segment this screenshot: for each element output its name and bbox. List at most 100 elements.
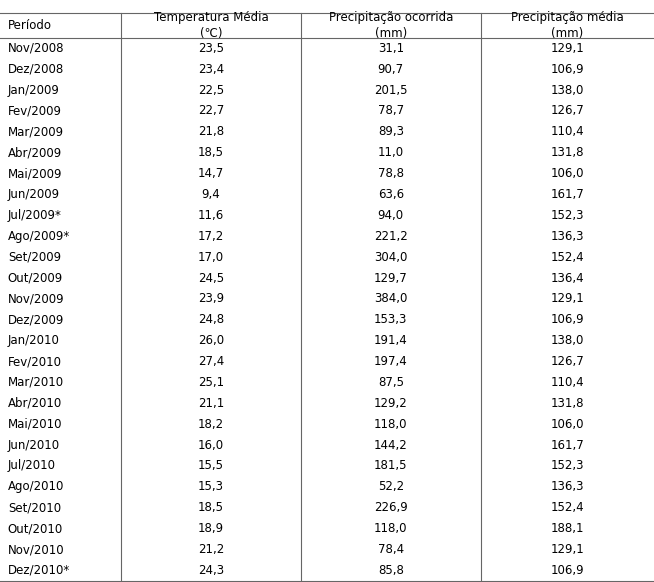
Text: 18,5: 18,5 <box>198 501 224 514</box>
Text: Out/2009: Out/2009 <box>8 272 63 285</box>
Text: Mai/2009: Mai/2009 <box>8 167 62 180</box>
Text: 153,3: 153,3 <box>374 313 407 327</box>
Text: 78,4: 78,4 <box>378 543 404 556</box>
Text: Jul/2010: Jul/2010 <box>8 459 56 473</box>
Text: 126,7: 126,7 <box>551 104 584 118</box>
Text: 129,1: 129,1 <box>551 42 584 55</box>
Text: 131,8: 131,8 <box>551 146 584 159</box>
Text: 131,8: 131,8 <box>551 397 584 410</box>
Text: 18,5: 18,5 <box>198 146 224 159</box>
Text: Nov/2009: Nov/2009 <box>8 292 65 306</box>
Text: 191,4: 191,4 <box>374 334 407 347</box>
Text: 17,0: 17,0 <box>198 251 224 264</box>
Text: 201,5: 201,5 <box>374 84 407 97</box>
Text: 152,4: 152,4 <box>551 251 584 264</box>
Text: 136,4: 136,4 <box>551 272 584 285</box>
Text: 129,1: 129,1 <box>551 543 584 556</box>
Text: 9,4: 9,4 <box>201 188 220 201</box>
Text: 118,0: 118,0 <box>374 522 407 535</box>
Text: 63,6: 63,6 <box>378 188 404 201</box>
Text: Mai/2010: Mai/2010 <box>8 418 62 431</box>
Text: 23,5: 23,5 <box>198 42 224 55</box>
Text: 24,3: 24,3 <box>198 564 224 577</box>
Text: 16,0: 16,0 <box>198 439 224 452</box>
Text: 106,9: 106,9 <box>551 313 584 327</box>
Text: 138,0: 138,0 <box>551 334 584 347</box>
Text: 129,2: 129,2 <box>374 397 407 410</box>
Text: 15,3: 15,3 <box>198 480 224 494</box>
Text: Temperatura Média
(℃): Temperatura Média (℃) <box>154 11 268 40</box>
Text: Fev/2009: Fev/2009 <box>8 104 62 118</box>
Text: Ago/2009*: Ago/2009* <box>8 230 70 243</box>
Text: Período: Período <box>8 19 52 32</box>
Text: 17,2: 17,2 <box>198 230 224 243</box>
Text: 138,0: 138,0 <box>551 84 584 97</box>
Text: 26,0: 26,0 <box>198 334 224 347</box>
Text: Out/2010: Out/2010 <box>8 522 63 535</box>
Text: 118,0: 118,0 <box>374 418 407 431</box>
Text: 129,1: 129,1 <box>551 292 584 306</box>
Text: 110,4: 110,4 <box>551 125 584 139</box>
Text: 89,3: 89,3 <box>378 125 404 139</box>
Text: Mar/2010: Mar/2010 <box>8 376 64 389</box>
Text: 25,1: 25,1 <box>198 376 224 389</box>
Text: Precipitação ocorrida
(mm): Precipitação ocorrida (mm) <box>328 11 453 40</box>
Text: Dez/2009: Dez/2009 <box>8 313 64 327</box>
Text: 161,7: 161,7 <box>551 188 584 201</box>
Text: 23,9: 23,9 <box>198 292 224 306</box>
Text: 384,0: 384,0 <box>374 292 407 306</box>
Text: 18,9: 18,9 <box>198 522 224 535</box>
Text: 78,7: 78,7 <box>378 104 404 118</box>
Text: 110,4: 110,4 <box>551 376 584 389</box>
Text: 78,8: 78,8 <box>378 167 404 180</box>
Text: 106,9: 106,9 <box>551 63 584 76</box>
Text: Jan/2009: Jan/2009 <box>8 84 60 97</box>
Text: 94,0: 94,0 <box>378 209 404 222</box>
Text: 152,4: 152,4 <box>551 501 584 514</box>
Text: 126,7: 126,7 <box>551 355 584 368</box>
Text: 106,9: 106,9 <box>551 564 584 577</box>
Text: 31,1: 31,1 <box>378 42 404 55</box>
Text: Jun/2009: Jun/2009 <box>8 188 60 201</box>
Text: 27,4: 27,4 <box>198 355 224 368</box>
Text: 181,5: 181,5 <box>374 459 407 473</box>
Text: 23,4: 23,4 <box>198 63 224 76</box>
Text: 18,2: 18,2 <box>198 418 224 431</box>
Text: 11,6: 11,6 <box>198 209 224 222</box>
Text: 188,1: 188,1 <box>551 522 584 535</box>
Text: Fev/2010: Fev/2010 <box>8 355 62 368</box>
Text: 24,5: 24,5 <box>198 272 224 285</box>
Text: 106,0: 106,0 <box>551 167 584 180</box>
Text: Dez/2008: Dez/2008 <box>8 63 64 76</box>
Text: Jan/2010: Jan/2010 <box>8 334 60 347</box>
Text: 11,0: 11,0 <box>378 146 404 159</box>
Text: 226,9: 226,9 <box>374 501 407 514</box>
Text: Dez/2010*: Dez/2010* <box>8 564 70 577</box>
Text: Set/2009: Set/2009 <box>8 251 61 264</box>
Text: 21,2: 21,2 <box>198 543 224 556</box>
Text: Abr/2010: Abr/2010 <box>8 397 62 410</box>
Text: 90,7: 90,7 <box>378 63 404 76</box>
Text: 14,7: 14,7 <box>198 167 224 180</box>
Text: 136,3: 136,3 <box>551 480 584 494</box>
Text: 21,1: 21,1 <box>198 397 224 410</box>
Text: Ago/2010: Ago/2010 <box>8 480 64 494</box>
Text: 24,8: 24,8 <box>198 313 224 327</box>
Text: 106,0: 106,0 <box>551 418 584 431</box>
Text: 161,7: 161,7 <box>551 439 584 452</box>
Text: Abr/2009: Abr/2009 <box>8 146 62 159</box>
Text: 87,5: 87,5 <box>378 376 404 389</box>
Text: 129,7: 129,7 <box>374 272 407 285</box>
Text: Jun/2010: Jun/2010 <box>8 439 60 452</box>
Text: 221,2: 221,2 <box>374 230 407 243</box>
Text: 304,0: 304,0 <box>374 251 407 264</box>
Text: 136,3: 136,3 <box>551 230 584 243</box>
Text: 21,8: 21,8 <box>198 125 224 139</box>
Text: Nov/2008: Nov/2008 <box>8 42 64 55</box>
Text: Precipitação média
(mm): Precipitação média (mm) <box>511 11 624 40</box>
Text: Nov/2010: Nov/2010 <box>8 543 65 556</box>
Text: 85,8: 85,8 <box>378 564 404 577</box>
Text: 144,2: 144,2 <box>374 439 407 452</box>
Text: 152,3: 152,3 <box>551 459 584 473</box>
Text: 197,4: 197,4 <box>374 355 407 368</box>
